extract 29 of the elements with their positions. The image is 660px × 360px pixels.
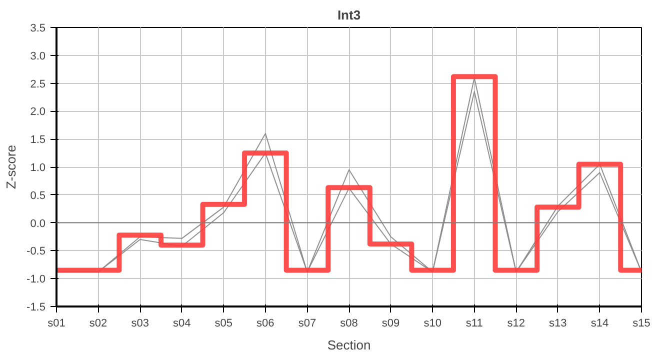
x-tick-label: s04 [172, 318, 191, 330]
y-tick-label: 0.5 [30, 190, 46, 202]
y-tick-label: 2.5 [30, 78, 46, 90]
x-tick-label: s06 [256, 318, 274, 330]
y-tick-label: 0.0 [30, 218, 46, 230]
x-tick-label: s03 [131, 318, 149, 330]
y-axis-title: Z-score [4, 144, 19, 190]
x-tick-label: s09 [382, 318, 400, 330]
x-tick-label: s05 [214, 318, 233, 330]
x-tick-label: s10 [424, 318, 442, 330]
y-tick-label: 3.5 [30, 22, 46, 34]
x-tick-label: s08 [340, 318, 358, 330]
chart-title: Int3 [337, 8, 361, 22]
x-tick-label: s14 [590, 318, 609, 330]
y-tick-label: 2.0 [30, 106, 46, 118]
y-tick-label: -1.0 [26, 274, 46, 286]
x-axis-title: Section [327, 338, 371, 352]
y-tick-label: 1.0 [30, 162, 46, 174]
x-tick-label: s15 [632, 318, 650, 330]
x-tick-label: s11 [466, 318, 483, 330]
x-tick-label: s01 [48, 318, 66, 330]
x-tick-label: s07 [298, 318, 316, 330]
y-tick-label: 1.5 [30, 134, 46, 146]
x-tick-label: s13 [549, 318, 567, 330]
x-tick-label: s02 [89, 318, 108, 330]
x-tick-label: s12 [507, 318, 526, 330]
y-tick-label: 3.0 [30, 50, 46, 62]
y-tick-label: -1.5 [26, 302, 46, 314]
y-tick-label: -0.5 [26, 246, 46, 258]
